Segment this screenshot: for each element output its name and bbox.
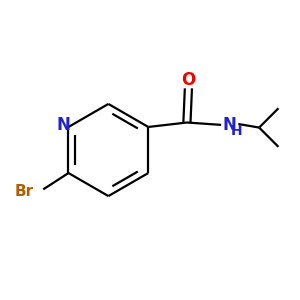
Text: O: O: [181, 71, 196, 89]
Text: Br: Br: [15, 184, 34, 199]
Text: N: N: [56, 116, 70, 134]
Text: H: H: [231, 124, 242, 138]
Text: N: N: [223, 116, 236, 134]
